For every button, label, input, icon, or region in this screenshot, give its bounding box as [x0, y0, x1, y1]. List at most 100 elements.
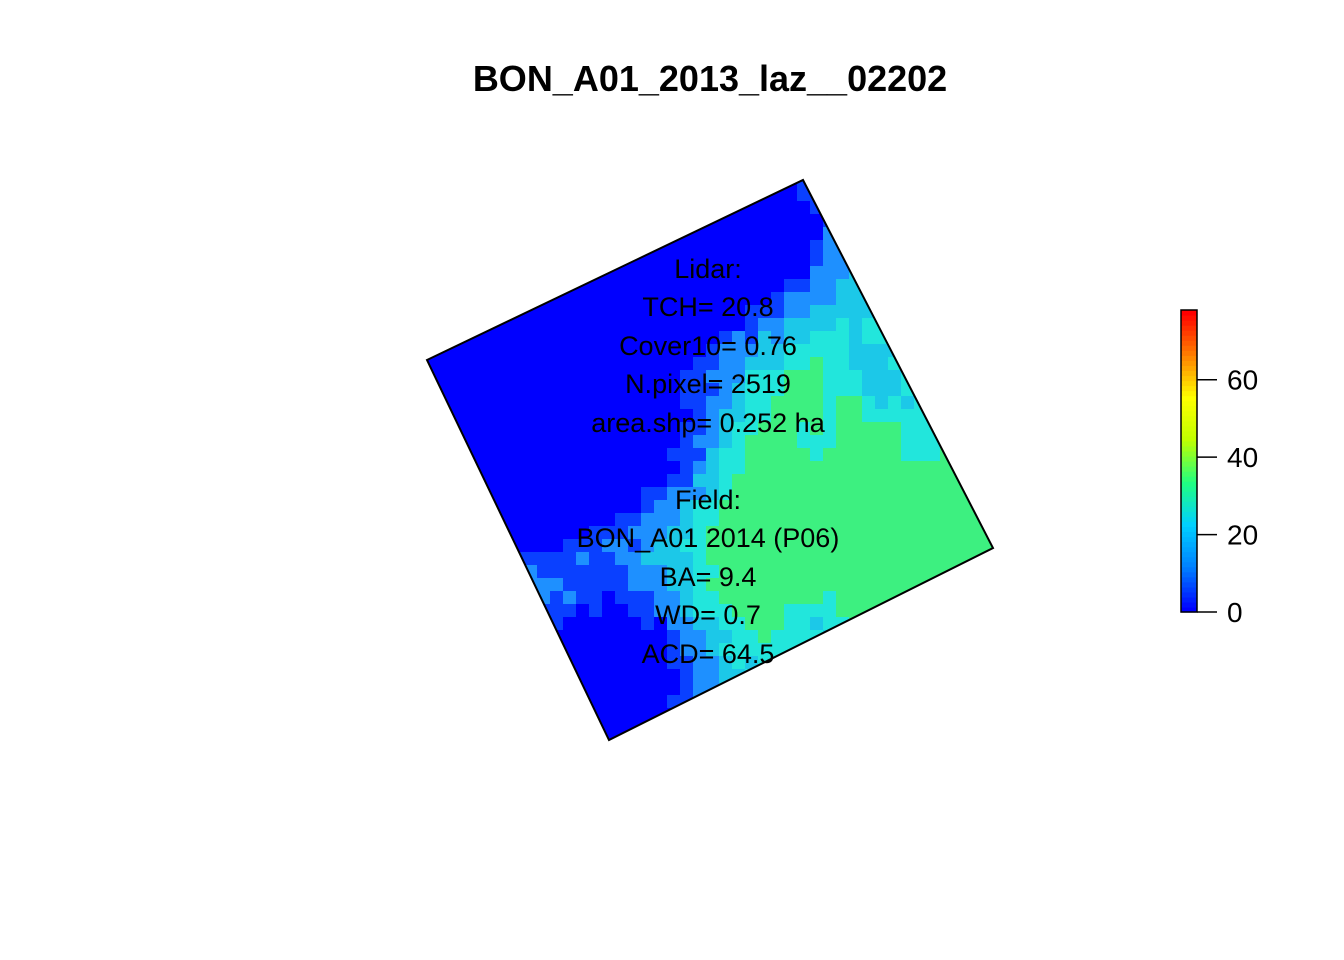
raster-cell: [524, 487, 538, 501]
raster-cell: [589, 591, 603, 605]
raster-cell: [849, 669, 863, 683]
raster-cell: [427, 383, 434, 397]
raster-cell: [771, 318, 785, 332]
raster-cell: [498, 357, 512, 371]
raster-cell: [680, 266, 694, 280]
raster-cell: [589, 201, 603, 215]
raster-cell: [862, 695, 876, 709]
raster-cell: [914, 227, 928, 241]
raster-cell: [862, 422, 876, 436]
raster-cell: [836, 344, 850, 358]
raster-cell: [427, 435, 434, 449]
legend-color-step: [1181, 435, 1197, 442]
raster-cell: [524, 180, 538, 189]
raster-cell: [810, 370, 824, 384]
raster-cell: [641, 383, 655, 397]
raster-cell: [589, 487, 603, 501]
raster-cell: [940, 318, 954, 332]
raster-cell: [979, 461, 993, 475]
raster-cell: [550, 422, 564, 436]
raster-cell: [979, 409, 993, 423]
raster-cell: [706, 487, 720, 501]
raster-cell: [446, 734, 460, 740]
raster-cell: [836, 500, 850, 514]
raster-cell: [615, 331, 629, 345]
raster-cell: [693, 513, 707, 527]
raster-cell: [589, 396, 603, 410]
raster-cell: [537, 526, 551, 540]
legend-color-step: [1181, 531, 1197, 538]
raster-cell: [706, 448, 720, 462]
raster-cell: [498, 669, 512, 683]
raster-cell: [927, 188, 941, 202]
raster-cell: [914, 591, 928, 605]
raster-cell: [485, 461, 499, 475]
raster-cell: [602, 435, 616, 449]
raster-cell: [771, 552, 785, 566]
raster-cell: [641, 279, 655, 293]
raster-cell: [654, 643, 668, 657]
raster-cell: [719, 292, 733, 306]
raster-cell: [472, 643, 486, 657]
raster-cell: [485, 409, 499, 423]
raster-cell: [427, 240, 434, 254]
raster-cell: [602, 708, 616, 722]
raster-cell: [511, 435, 525, 449]
raster-cell: [589, 422, 603, 436]
raster-cell: [771, 409, 785, 423]
raster-cell: [940, 708, 954, 722]
raster-cell: [784, 617, 798, 631]
legend-color-step: [1181, 430, 1197, 437]
raster-cell: [472, 526, 486, 540]
raster-cell: [849, 409, 863, 423]
raster-cell: [511, 448, 525, 462]
raster-cell: [589, 565, 603, 579]
raster-cell: [771, 201, 785, 215]
raster-cell: [511, 500, 525, 514]
legend-color-step: [1181, 546, 1197, 553]
raster-cell: [550, 331, 564, 345]
raster-cell: [693, 500, 707, 514]
raster-cell: [433, 253, 447, 267]
raster-cell: [784, 409, 798, 423]
raster-cell: [901, 422, 915, 436]
raster-cell: [732, 630, 746, 644]
raster-cell: [706, 240, 720, 254]
legend-color-step: [1181, 561, 1197, 568]
raster-cell: [459, 201, 473, 215]
raster-cell: [576, 539, 590, 553]
raster-cell: [498, 180, 512, 189]
raster-cell: [849, 435, 863, 449]
raster-cell: [693, 318, 707, 332]
raster-cell: [615, 292, 629, 306]
raster-cell: [446, 318, 460, 332]
raster-cell: [732, 591, 746, 605]
raster-cell: [810, 266, 824, 280]
raster-cell: [446, 591, 460, 605]
raster-cell: [667, 643, 681, 657]
raster-cell: [628, 227, 642, 241]
raster-cell: [667, 188, 681, 202]
raster-cell: [602, 630, 616, 644]
raster-cell: [550, 266, 564, 280]
raster-cell: [732, 448, 746, 462]
legend-color-step: [1181, 581, 1197, 588]
lidar-tch: TCH= 20.8: [642, 292, 773, 322]
raster-cell: [784, 552, 798, 566]
raster-cell: [888, 448, 902, 462]
raster-cell: [732, 552, 746, 566]
raster-cell: [979, 279, 993, 293]
raster-cell: [888, 422, 902, 436]
raster-cell: [680, 188, 694, 202]
raster-cell: [810, 383, 824, 397]
raster-cell: [550, 279, 564, 293]
raster-cell: [758, 591, 772, 605]
raster-cell: [433, 279, 447, 293]
raster-cell: [498, 409, 512, 423]
raster-cell: [823, 422, 837, 436]
raster-cell: [823, 188, 837, 202]
raster-cell: [836, 292, 850, 306]
raster-cell: [602, 240, 616, 254]
raster-cell: [875, 279, 889, 293]
raster-cell: [680, 253, 694, 267]
